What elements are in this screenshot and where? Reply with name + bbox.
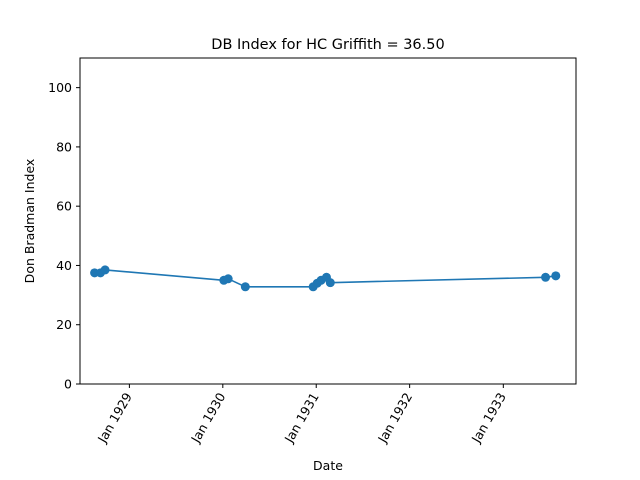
data-point [240, 282, 250, 292]
data-point [541, 272, 551, 282]
plot-area [90, 265, 561, 292]
y-tick-label: 100 [48, 80, 72, 95]
chart-title: DB Index for HC Griffith = 36.50 [211, 37, 444, 53]
data-point [100, 265, 110, 275]
y-tick-label: 0 [64, 377, 72, 392]
y-axis-label: Don Bradman Index [22, 159, 37, 284]
data-point [551, 271, 561, 281]
axes-frame [79, 57, 577, 385]
y-tick-label: 60 [56, 199, 72, 214]
data-point [325, 278, 335, 288]
data-point [223, 274, 233, 284]
y-tick-label: 80 [56, 139, 72, 154]
y-tick-label: 20 [56, 317, 72, 332]
y-tick-label: 40 [56, 258, 72, 273]
x-axis-label: Date [313, 458, 343, 473]
